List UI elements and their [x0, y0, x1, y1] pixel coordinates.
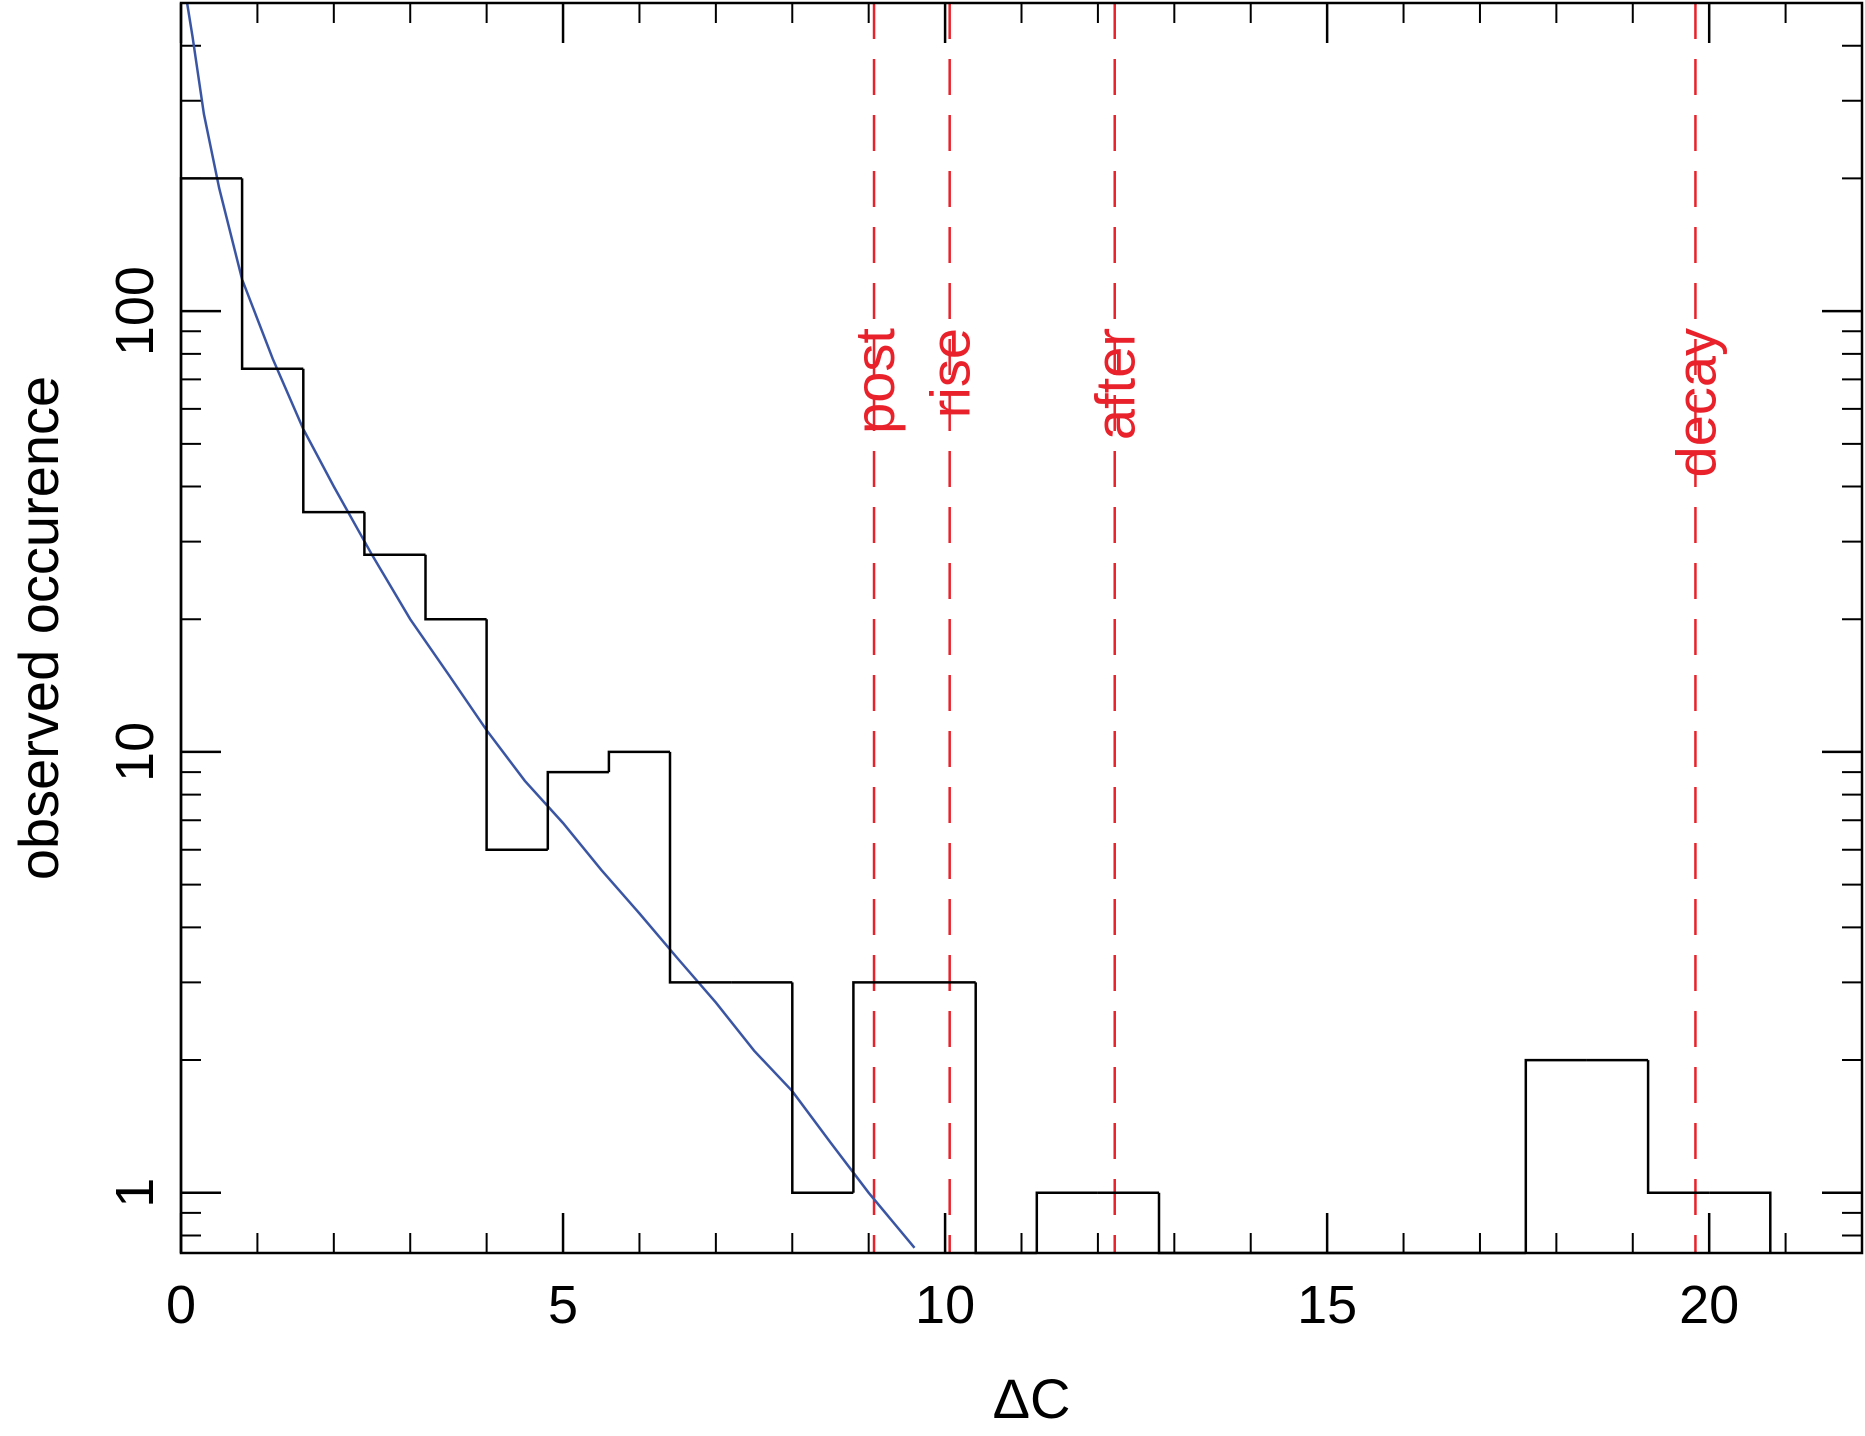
histogram-bin — [1524, 1058, 1587, 1253]
x-tick-label: 5 — [548, 1275, 578, 1335]
x-tick-labels: 0 5 10 15 20 — [166, 1275, 1739, 1335]
y-tick-label: 100 — [105, 266, 165, 356]
y-axis-label: observed occurence — [7, 376, 70, 880]
x-tick-label: 10 — [915, 1275, 975, 1335]
histogram-bin — [791, 982, 854, 1195]
histogram-bin — [668, 751, 732, 984]
marker-lines: post rise after decay — [843, 3, 1727, 1253]
marker-label-after: after — [1084, 328, 1147, 440]
histogram-bin — [607, 750, 670, 773]
histogram-bin — [424, 554, 487, 621]
histogram-bin — [852, 981, 915, 1193]
histogram-bin — [363, 512, 426, 557]
plot-frame — [179, 1, 1864, 1255]
marker-label-decay: decay — [1664, 328, 1727, 477]
y-tick-labels: 1 10 100 — [105, 266, 165, 1208]
minor-ticks — [181, 2, 1863, 1253]
major-ticks — [179, 3, 1862, 1253]
histogram-bin — [1709, 1191, 1772, 1253]
y-tick-label: 10 — [105, 722, 165, 782]
histogram-bin — [485, 619, 548, 851]
x-tick-label: 15 — [1297, 1275, 1357, 1335]
x-tick-label: 20 — [1679, 1275, 1739, 1335]
marker-label-rise: rise — [919, 328, 982, 418]
y-tick-label: 1 — [105, 1178, 165, 1208]
x-tick-label: 0 — [166, 1275, 196, 1335]
histogram-bin — [1646, 1060, 1710, 1195]
histogram-bin — [546, 770, 609, 850]
histogram-bin — [240, 178, 304, 371]
marker-label-post: post — [843, 328, 906, 434]
x-axis-label: ΔC — [993, 1367, 1071, 1430]
histogram-bin — [1035, 1191, 1098, 1253]
histogram-bin — [302, 368, 365, 514]
